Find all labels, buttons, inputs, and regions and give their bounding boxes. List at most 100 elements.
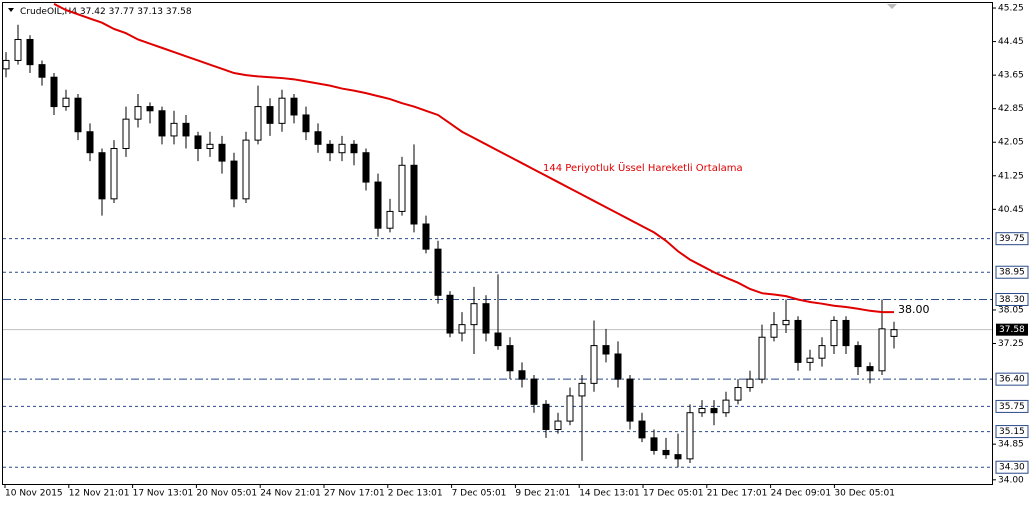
candle-body [110,148,118,200]
plot-frame [2,2,993,485]
current-price-label: 37.58 [999,325,1025,335]
x-tick-label: 17 Dec 05:01 [643,489,704,499]
level-label-box [995,232,1029,246]
candle-body [746,378,754,389]
candle-body [470,303,478,326]
candle-body [422,223,430,250]
candle-body [506,345,514,372]
candle-body [134,106,142,120]
candle-body [266,106,274,124]
x-tick-label: 10 Nov 2015 [5,489,63,499]
candle-body [158,110,166,137]
candle-body [290,97,298,116]
level-label: 35.15 [999,427,1025,437]
y-tick-label: 34.00 [998,475,1024,485]
candle-body [518,370,526,380]
y-tick-label: 42.05 [998,138,1024,148]
candle-body [590,345,598,384]
candle-body [770,324,778,338]
candle-body [26,38,34,66]
y-tick-label: 34.85 [998,440,1024,450]
candle-body [2,59,10,70]
candle-body [278,97,286,124]
candle-body [314,131,322,145]
x-tick-label: 2 Dec 13:01 [388,489,443,499]
candle-body [686,412,694,460]
y-tick-label: 45.25 [998,4,1024,14]
x-tick-label: 12 Nov 21:01 [69,489,130,499]
ema-line [53,2,894,314]
y-tick-label: 37.25 [998,339,1024,349]
candle-body [650,437,658,451]
candle-body [194,135,202,150]
level-label: 34.30 [999,463,1025,473]
candle-body [50,76,58,108]
candle-body [254,106,262,141]
candle-body [734,387,742,401]
level-label-box [995,292,1029,306]
candle-body [182,122,190,137]
y-tick-label: 42.85 [998,104,1024,114]
y-tick-label: 44.45 [998,37,1024,47]
candle-body [206,143,214,150]
x-tick-label: 24 Nov 21:01 [260,489,321,499]
candle-body [806,357,814,363]
level-label: 38.30 [999,295,1025,305]
current-price-box [996,323,1028,336]
chart-header: CrudeOIL,H4 37.42 37.77 37.13 37.58 [20,7,192,17]
candle-body [146,106,154,112]
candle-body [374,181,382,229]
level-label-box [995,265,1029,279]
candle-body [542,403,550,430]
candle-body [530,378,538,405]
candle-body [410,164,418,225]
level-label-box [995,425,1029,439]
candle-body [818,345,826,359]
x-tick-label: 9 Dec 21:01 [515,489,570,499]
open: 37.42 [80,7,106,17]
candle-body [842,319,850,347]
candle-body [566,395,574,422]
x-tick-label: 30 Dec 05:01 [834,489,895,499]
candle-body [38,64,46,78]
high: 37.77 [109,7,135,17]
y-tick-label: 43.65 [998,71,1024,81]
level-label: 39.75 [999,234,1025,244]
x-tick-label: 17 Nov 13:01 [133,489,194,499]
candle-body [482,303,490,334]
candle-body [350,143,358,154]
candle-body [62,97,70,108]
candle-body [674,454,682,460]
candle-body [86,131,94,154]
candle-body [554,420,562,430]
candle-body [326,143,334,154]
candle-body [758,336,766,380]
candle-body [794,319,802,363]
candle-body [866,366,874,372]
x-tick-label: 7 Dec 05:01 [452,489,507,499]
y-tick-label: 40.45 [998,205,1024,215]
level-label-box [995,372,1029,386]
x-tick-label: 24 Dec 09:01 [771,489,832,499]
candle-body [446,294,454,334]
candle-body [494,332,502,347]
candle-body [218,143,226,162]
level-label: 38.95 [999,268,1025,278]
candle-body [338,143,346,154]
candle-body [878,328,886,372]
x-tick-label: 20 Nov 05:01 [196,489,257,499]
y-tick-label: 38.05 [998,305,1024,315]
candle-body [242,139,250,200]
level-label-box [995,399,1029,413]
level-label-box [995,460,1029,474]
symbol: CrudeOIL,H4 [20,7,77,17]
level-label: 36.40 [999,375,1025,385]
ema-end-label: 38.00 [898,303,930,316]
y-tick-label: 41.25 [998,171,1024,181]
candle-body [830,319,838,347]
low: 37.13 [137,7,163,17]
candle-body [434,248,442,296]
symbol-menu-arrow[interactable] [8,8,14,12]
candle-body [122,118,130,150]
